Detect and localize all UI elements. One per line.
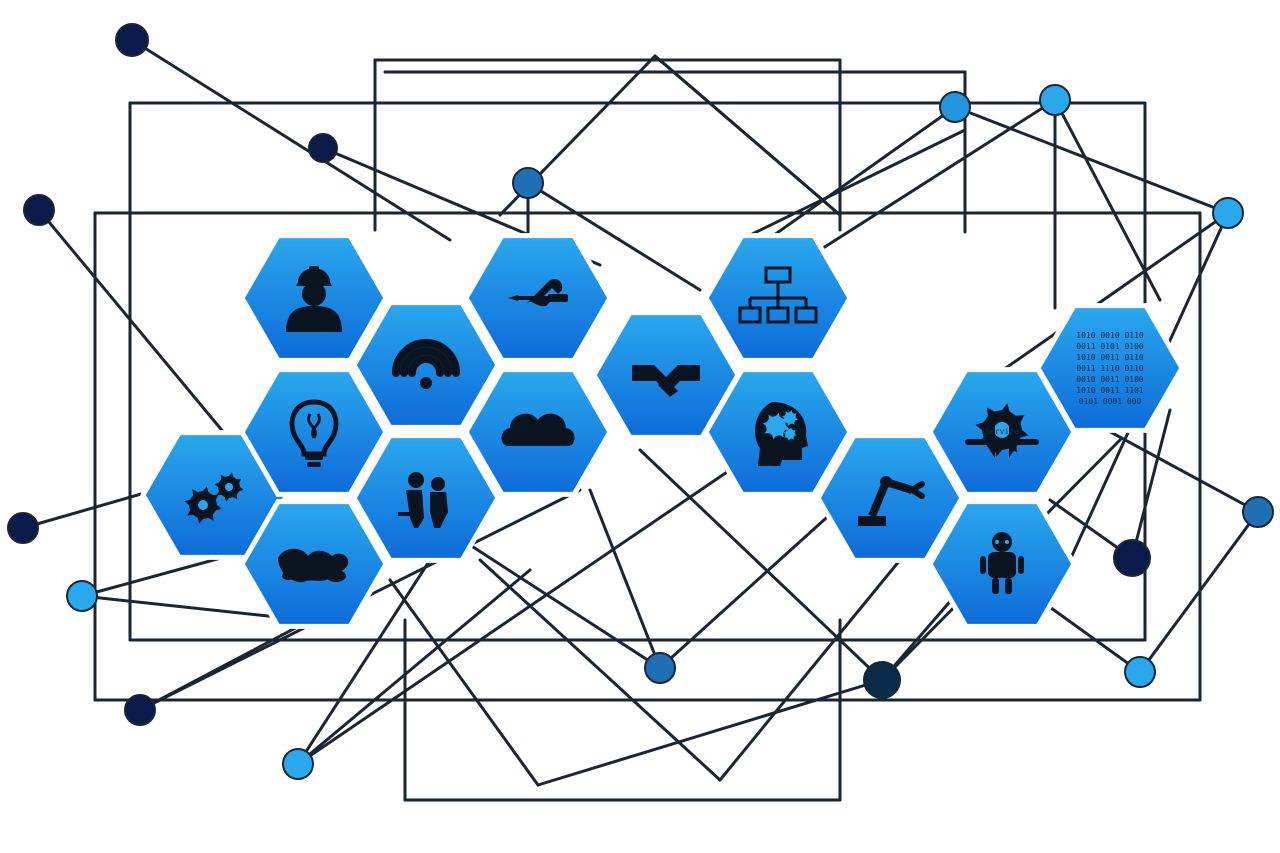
network-node [513, 168, 543, 198]
network-node [8, 513, 38, 543]
connection-line [470, 545, 660, 668]
binary-code-icon: 1010 0010 0110 0011 0101 0100 1010 0011 01… [1076, 331, 1144, 406]
network-node [1243, 497, 1273, 527]
connection-line [660, 510, 835, 668]
network-node [1114, 540, 1150, 576]
hexagon-wifi [354, 303, 498, 428]
svg-text:0101 0001 000: 0101 0001 000 [1079, 397, 1142, 406]
connection-line [132, 40, 450, 240]
connection-line [480, 560, 720, 780]
network-node [116, 24, 148, 56]
network-node [645, 653, 675, 683]
hexagon-orgchart [706, 236, 850, 361]
network-node [1213, 198, 1243, 228]
svg-text:0010 0011 0100: 0010 0011 0100 [1076, 375, 1144, 384]
network-node [1125, 657, 1155, 687]
network-node [864, 662, 900, 698]
svg-text:1010 0011 0110: 1010 0011 0110 [1076, 353, 1144, 362]
svg-text:Service: Service [985, 427, 1019, 436]
network-node [283, 749, 313, 779]
connection-line [955, 107, 1228, 213]
connection-line [740, 130, 965, 240]
hexagon-worker [242, 236, 386, 361]
connection-line [39, 210, 230, 440]
network-node [24, 195, 54, 225]
connection-line [390, 580, 538, 785]
network-node [309, 134, 337, 162]
network-node [67, 581, 97, 611]
network-node [1040, 85, 1070, 115]
svg-text:1010 0011 1101: 1010 0011 1101 [1076, 386, 1144, 395]
network-node [125, 695, 155, 725]
connection-line [820, 100, 1055, 250]
network-node [940, 92, 970, 122]
connection-line [1040, 600, 1140, 672]
svg-text:0011 1110 0110: 0011 1110 0110 [1076, 364, 1144, 373]
svg-text:0011 0101 0100: 0011 0101 0100 [1076, 342, 1144, 351]
connection-line [655, 56, 840, 215]
hexagon-tools [466, 236, 610, 361]
world-map-icon [278, 549, 348, 582]
network-diagram: Service1010 0010 01100011 0101 01001010 … [0, 0, 1280, 853]
svg-text:1010 0010 0110: 1010 0010 0110 [1076, 331, 1144, 340]
hexagon-cluster: Service1010 0010 01100011 0101 01001010 … [143, 236, 1182, 627]
